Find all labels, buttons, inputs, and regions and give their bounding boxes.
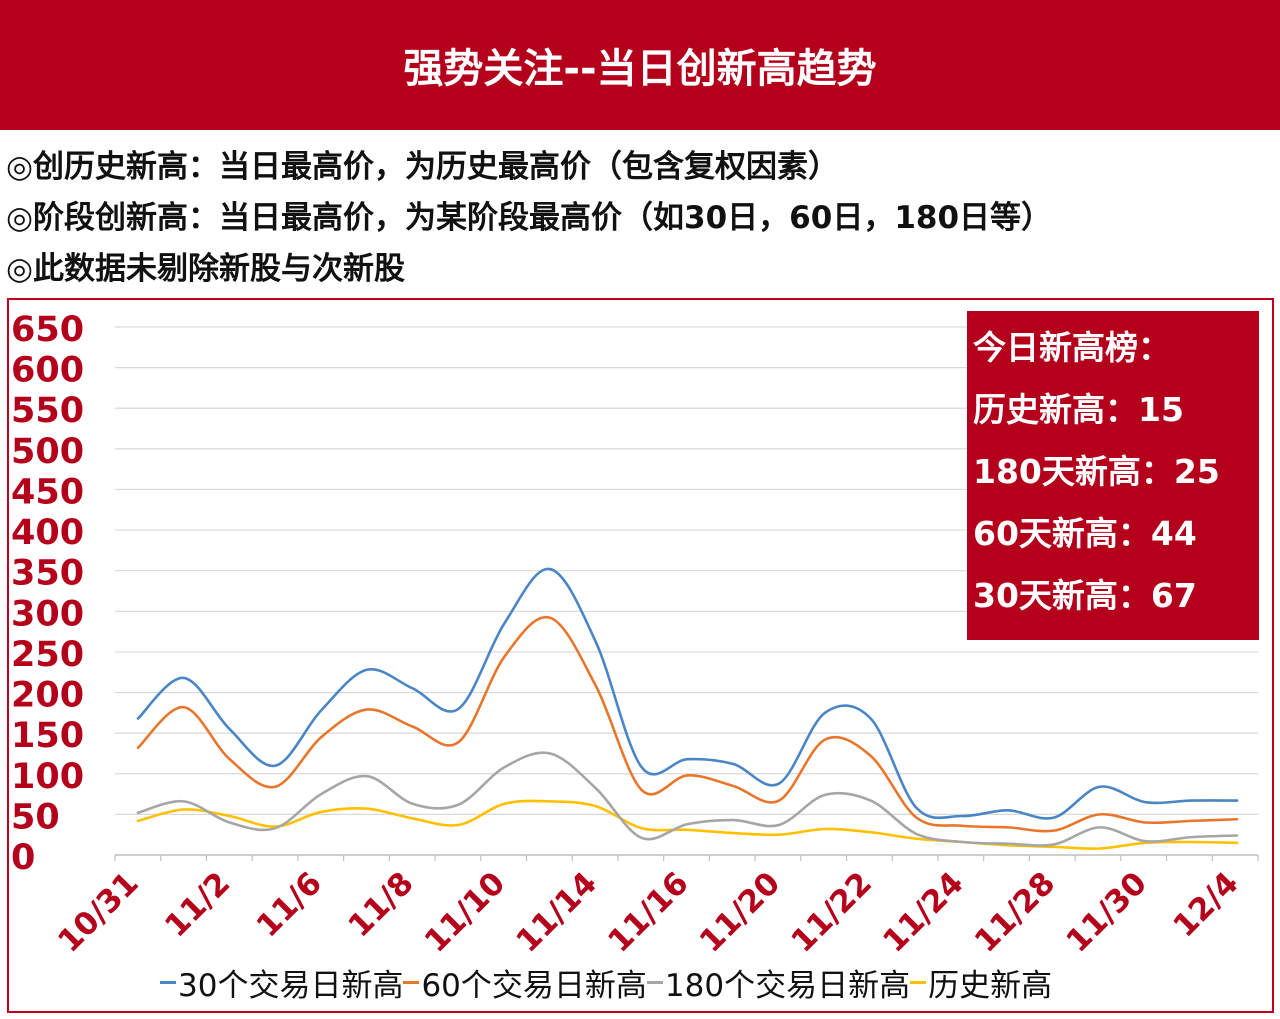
y-tick-label: 200 — [11, 676, 84, 716]
series-line-1 — [136, 615, 1239, 833]
chart-frame — [7, 298, 1274, 1013]
x-tick-label: 11/6 — [250, 865, 329, 944]
y-tick-label: 0 — [11, 838, 35, 878]
x-tick-label: 11/30 — [1060, 865, 1154, 959]
x-tick-label: 11/14 — [510, 865, 604, 959]
y-tick-label: 550 — [11, 391, 84, 431]
legend-swatch — [403, 981, 420, 984]
x-tick-label: 10/31 — [51, 865, 145, 959]
series-line-0 — [136, 567, 1239, 820]
legend-label: 180个交易日新高 — [664, 968, 911, 1004]
legend-swatch — [160, 981, 176, 984]
y-tick-label: 600 — [11, 351, 84, 391]
y-tick-label: 50 — [11, 797, 60, 837]
x-tick-label: 12/4 — [1166, 865, 1245, 944]
x-tick-label: 11/22 — [785, 865, 879, 959]
x-tick-label: 11/10 — [418, 865, 512, 959]
note-history-high: ◎创历史新高：当日最高价，为历史最高价（包含复权因素） — [6, 149, 840, 185]
high-180-count: 180天新高：25 — [973, 452, 1220, 491]
y-tick-label: 350 — [11, 554, 84, 594]
x-tick-label: 11/8 — [341, 865, 420, 944]
y-tick-label: 100 — [11, 757, 84, 797]
legend-label: 60个交易日新高 — [421, 968, 647, 1004]
legend-swatch — [646, 981, 663, 984]
page-title: 强势关注--当日创新高趋势 — [403, 46, 877, 92]
high-60-count: 60天新高：44 — [973, 514, 1197, 553]
legend-swatch — [910, 981, 927, 984]
x-tick-label: 11/24 — [876, 865, 970, 959]
y-tick-label: 300 — [11, 594, 84, 634]
y-tick-label: 450 — [11, 472, 84, 512]
x-tick-label: 11/16 — [601, 865, 695, 959]
y-tick-label: 150 — [11, 716, 84, 756]
series-line-2 — [136, 751, 1239, 847]
series-line-3 — [136, 799, 1239, 850]
y-tick-label: 650 — [11, 310, 84, 350]
notes: ◎创历史新高：当日最高价，为历史最高价（包含复权因素） ◎阶段创新高：当日最高价… — [6, 142, 1052, 295]
y-tick-label: 400 — [11, 513, 84, 553]
legend-item: 180个交易日新高 — [646, 960, 911, 1005]
today-new-high-heading: 今日新高榜： — [973, 328, 1171, 367]
high-30-count: 30天新高：67 — [973, 576, 1197, 615]
legend-label: 历史新高 — [928, 968, 1053, 1004]
page-title-banner: 强势关注--当日创新高趋势 — [0, 0, 1280, 130]
note-stage-high: ◎阶段创新高：当日最高价，为某阶段最高价（如30日，60日，180日等） — [6, 200, 1053, 236]
x-tick-label: 11/20 — [693, 865, 787, 959]
chart-legend: 30个交易日新高 60个交易日新高 180个交易日新高 历史新高 — [160, 960, 1052, 1005]
y-tick-label: 250 — [11, 635, 84, 675]
note-new-stocks: ◎此数据未剔除新股与次新股 — [6, 251, 406, 287]
legend-label: 30个交易日新高 — [178, 968, 404, 1004]
x-tick-label: 11/28 — [968, 865, 1062, 959]
today-new-high-box: 今日新高榜： 历史新高：15 180天新高：25 60天新高：44 30天新高：… — [967, 311, 1259, 640]
legend-item: 30个交易日新高 — [160, 960, 403, 1005]
history-high-count: 历史新高：15 — [973, 390, 1184, 429]
legend-item: 60个交易日新高 — [403, 960, 647, 1005]
x-tick-label: 11/2 — [158, 865, 237, 944]
y-tick-label: 500 — [11, 432, 84, 472]
legend-item: 历史新高 — [910, 960, 1052, 1005]
